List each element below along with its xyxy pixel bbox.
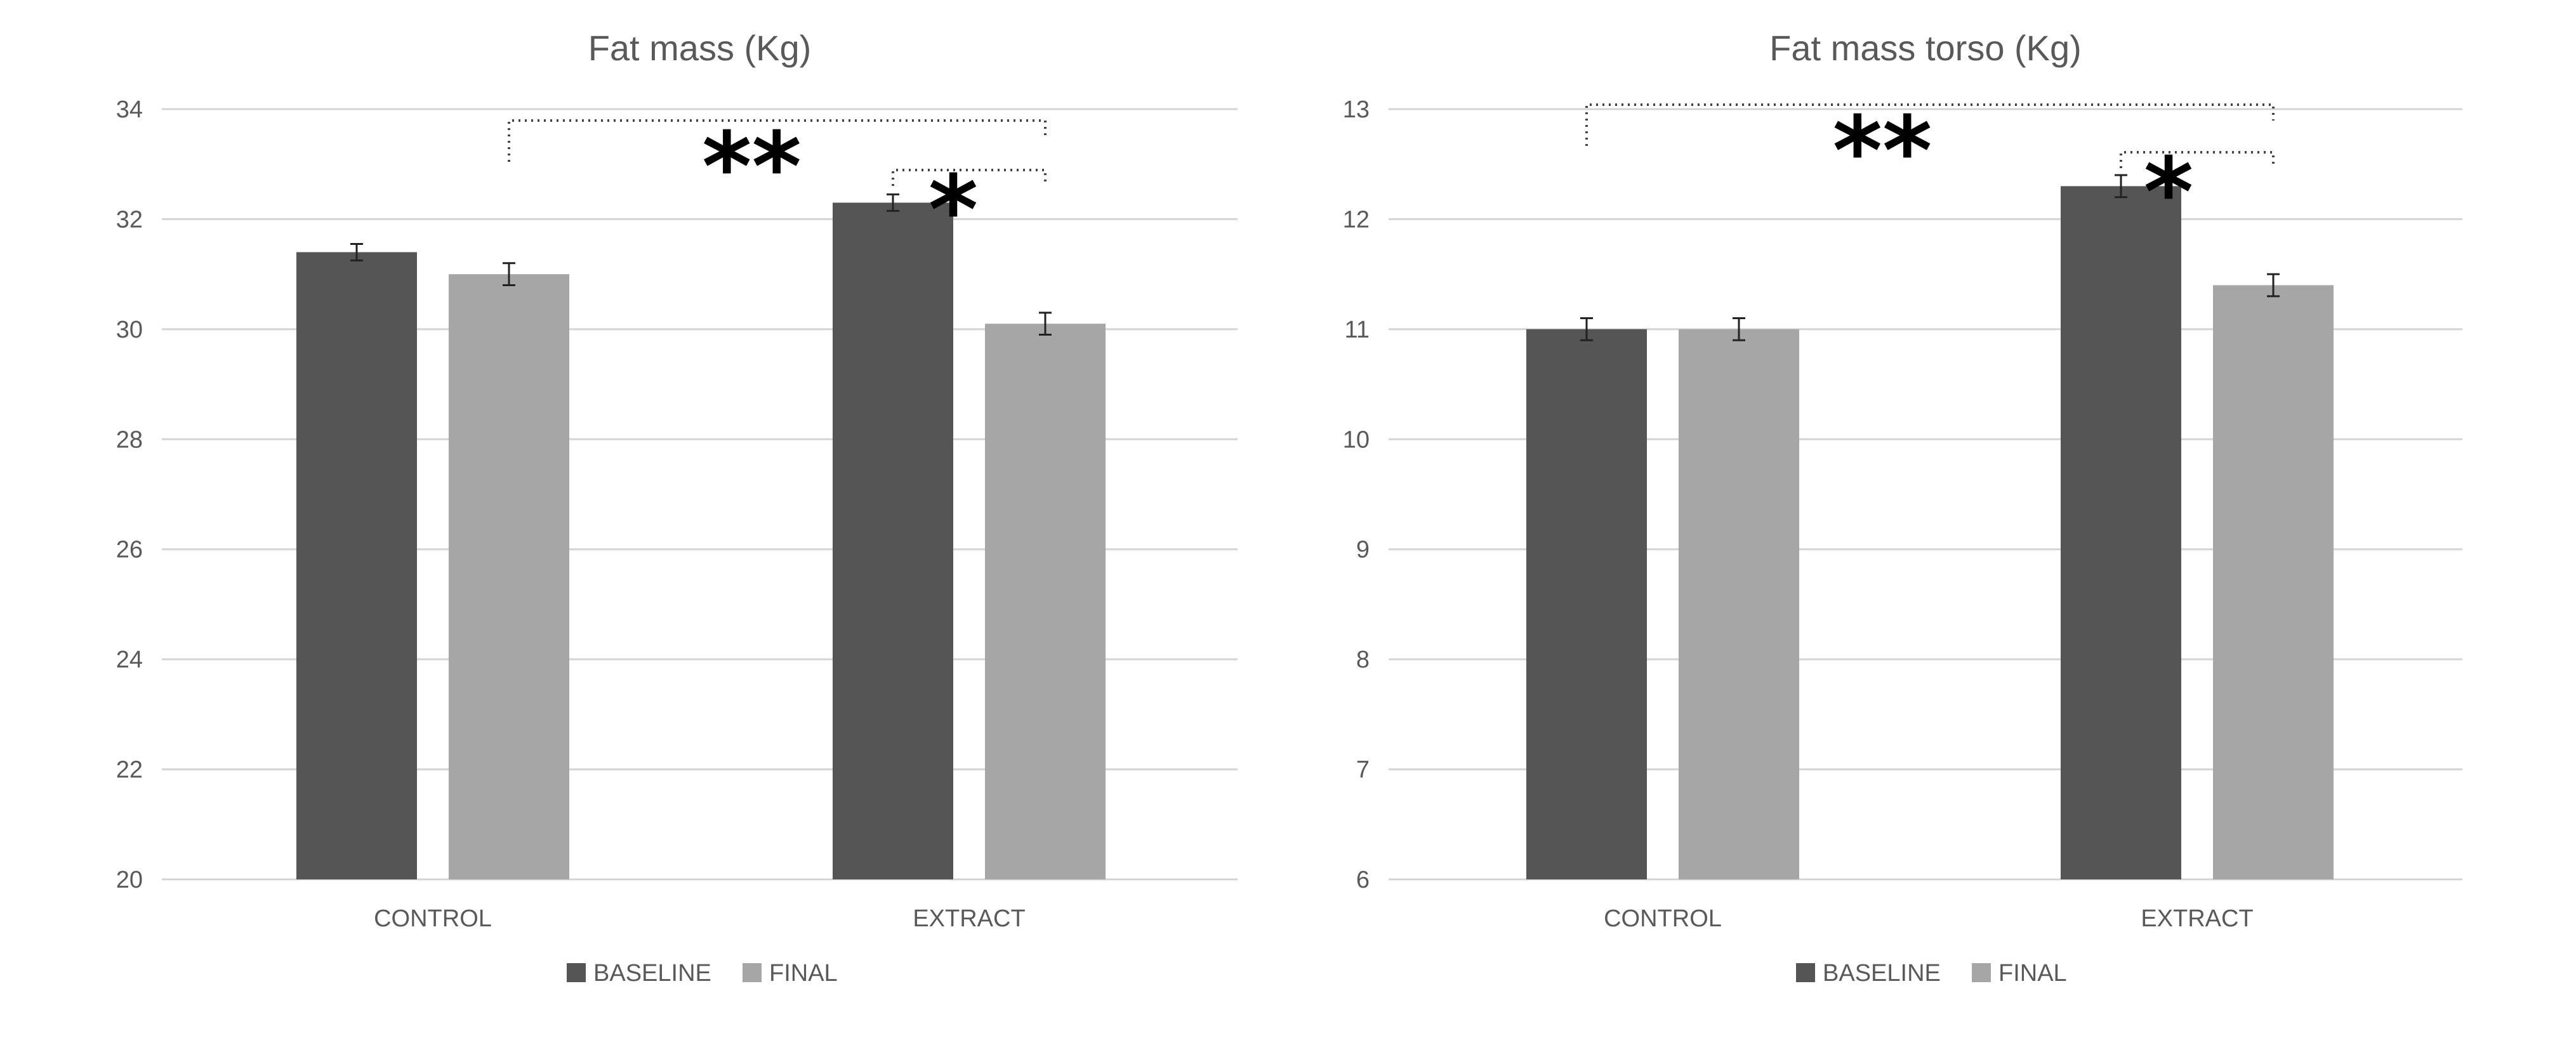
category-label: EXTRACT bbox=[913, 905, 1025, 932]
significance-bracket: ** bbox=[1585, 96, 2275, 207]
y-tick-label: 28 bbox=[116, 426, 143, 453]
y-tick-label: 11 bbox=[1345, 317, 1370, 343]
chart-title: Fat mass torso (Kg) bbox=[1769, 28, 2082, 68]
y-tick-label: 20 bbox=[116, 867, 143, 893]
error-bar bbox=[2115, 174, 2127, 199]
significance-label: ** bbox=[1833, 96, 1932, 207]
bar-baseline-extract bbox=[833, 202, 953, 879]
legend: BASELINE FINAL bbox=[567, 960, 838, 987]
chart-panel-1: Fat mass (Kg) 20 22 24 26 28 30 32 34 CONTROL EXTR… bbox=[116, 28, 1238, 987]
chart-panel-2: Fat mass torso (Kg) 6 7 8 9 10 11 12 13 CONTROL EX… bbox=[1343, 28, 2462, 987]
error-bar bbox=[1039, 312, 1052, 336]
legend-label: BASELINE bbox=[1823, 960, 1941, 987]
error-bar bbox=[887, 193, 899, 212]
bar-final-extract bbox=[2213, 285, 2334, 879]
y-tick-label: 12 bbox=[1343, 206, 1370, 233]
bar-final-control bbox=[449, 274, 569, 880]
bar-baseline-control bbox=[1526, 329, 1647, 879]
significance-bracket: * bbox=[892, 155, 1047, 266]
significance-label: * bbox=[928, 155, 978, 266]
bar-baseline-extract bbox=[2061, 186, 2181, 879]
y-tick-label: 13 bbox=[1343, 96, 1370, 123]
legend-swatch bbox=[567, 963, 586, 982]
chart-title: Fat mass (Kg) bbox=[588, 28, 812, 68]
legend-label: FINAL bbox=[1998, 960, 2067, 987]
y-tick-label: 9 bbox=[1356, 537, 1370, 563]
y-tick-label: 26 bbox=[116, 537, 143, 563]
significance-label: * bbox=[2144, 138, 2193, 248]
y-tick-label: 24 bbox=[116, 647, 143, 673]
category-label: CONTROL bbox=[374, 905, 492, 932]
y-tick-label: 34 bbox=[116, 96, 143, 123]
legend-swatch bbox=[1796, 963, 1815, 982]
y-tick-label: 6 bbox=[1356, 867, 1370, 893]
bar-baseline-control bbox=[296, 252, 417, 879]
y-tick-label: 7 bbox=[1356, 757, 1370, 784]
error-bar bbox=[503, 262, 515, 286]
y-tick-label: 22 bbox=[116, 757, 143, 784]
legend-swatch bbox=[1972, 963, 1991, 982]
bar-final-control bbox=[1679, 329, 1799, 879]
legend-label: BASELINE bbox=[593, 960, 711, 987]
bar-final-extract bbox=[985, 324, 1106, 880]
error-bar bbox=[1733, 317, 1745, 341]
error-bar bbox=[350, 242, 363, 261]
error-bar bbox=[2267, 273, 2280, 298]
legend: BASELINE FINAL bbox=[1796, 960, 2067, 987]
significance-bracket: * bbox=[2120, 138, 2275, 248]
category-label: CONTROL bbox=[1604, 905, 1722, 932]
y-tick-label: 8 bbox=[1356, 647, 1370, 673]
significance-label: ** bbox=[702, 112, 802, 223]
category-label: EXTRACT bbox=[2141, 905, 2253, 932]
legend-label: FINAL bbox=[769, 960, 838, 987]
y-tick-label: 30 bbox=[116, 317, 143, 343]
error-bar bbox=[1580, 317, 1593, 341]
legend-swatch bbox=[743, 963, 762, 982]
y-tick-label: 10 bbox=[1343, 426, 1370, 453]
y-tick-label: 32 bbox=[116, 206, 143, 233]
significance-bracket: ** bbox=[508, 112, 1047, 223]
